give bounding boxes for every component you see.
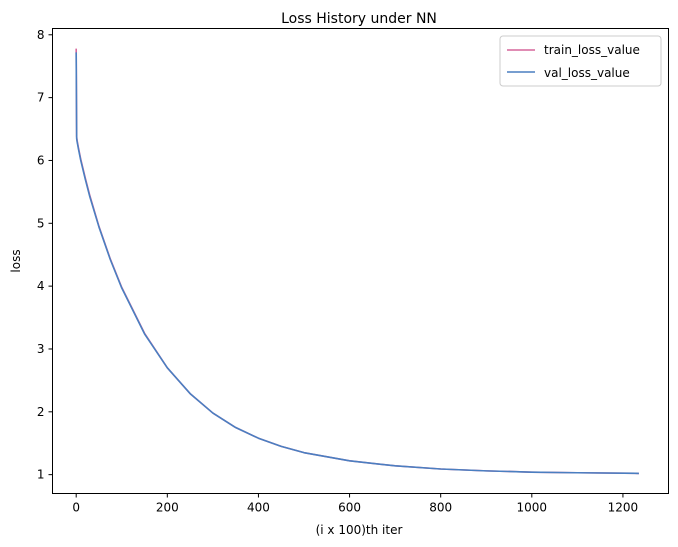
series-line-val-loss-value xyxy=(75,52,639,475)
legend: train_loss_value val_loss_value xyxy=(499,35,662,87)
legend-label-train-loss: train_loss_value xyxy=(544,43,640,57)
x-tick-label: 1200 xyxy=(608,501,639,515)
plot-background xyxy=(52,28,678,493)
x-tick-label: 400 xyxy=(247,501,270,515)
x-tick-label: 1000 xyxy=(517,501,548,515)
legend-box xyxy=(499,35,662,87)
x-tick-label: 600 xyxy=(338,501,361,515)
y-tick-label: 1 xyxy=(37,468,45,482)
plot-frame xyxy=(52,28,669,494)
x-axis-label: (i x 100)th iter xyxy=(316,523,403,537)
legend-label-val-loss: val_loss_value xyxy=(544,66,630,80)
y-axis-label: loss xyxy=(9,249,23,272)
axis-ticks: 0 200 400 600 800 1000 1200 1 2 3 4 5 6 7 8 xyxy=(37,28,638,515)
series-lines xyxy=(75,48,639,475)
y-tick-label: 5 xyxy=(37,216,45,230)
y-tick-label: 8 xyxy=(37,28,45,42)
y-tick-label: 6 xyxy=(37,153,45,167)
y-tick-label: 2 xyxy=(37,405,45,419)
y-tick-label: 3 xyxy=(37,342,45,356)
x-tick-label: 200 xyxy=(156,501,179,515)
y-tick-label: 7 xyxy=(37,91,45,105)
x-tick-label: 0 xyxy=(72,501,80,515)
x-tick-label: 800 xyxy=(429,501,452,515)
chart-title: Loss History under NN xyxy=(281,11,437,27)
y-tick-label: 4 xyxy=(37,279,45,293)
